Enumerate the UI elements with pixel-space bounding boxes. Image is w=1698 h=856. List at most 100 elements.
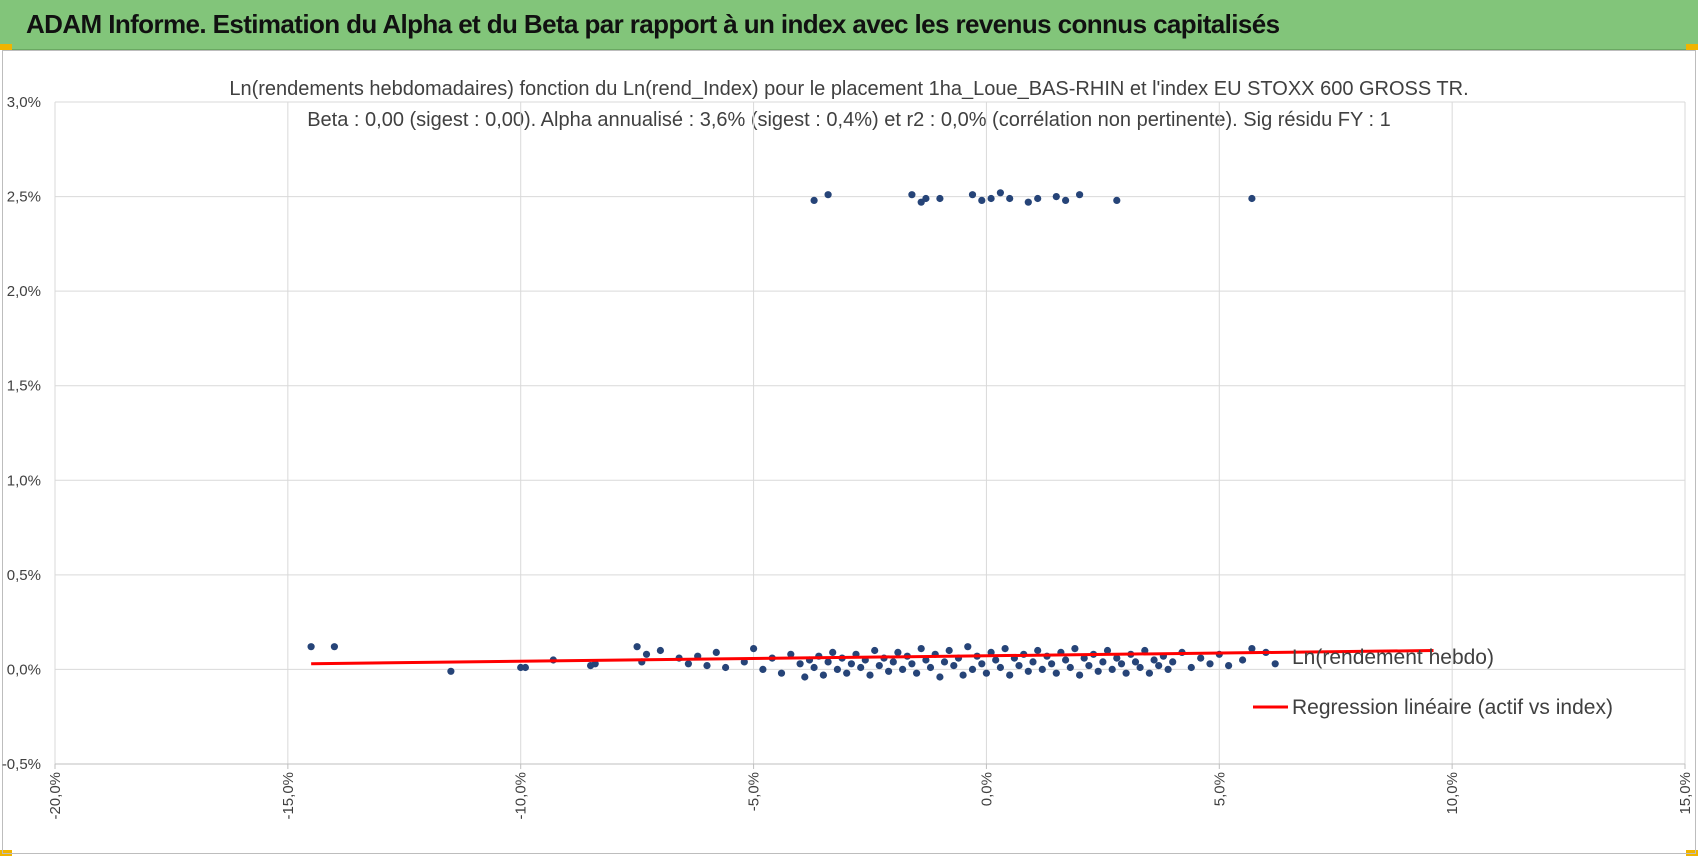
data-point xyxy=(722,663,730,672)
x-tick-label: 15,0% xyxy=(1677,772,1694,815)
data-point xyxy=(703,662,711,670)
data-point xyxy=(1006,671,1014,679)
data-point xyxy=(1034,646,1042,655)
legend-label-points: Ln(rendement hebdo) xyxy=(1292,646,1494,669)
data-point xyxy=(833,665,842,674)
data-point xyxy=(1024,667,1032,675)
data-point xyxy=(875,662,883,670)
x-tick-label: -15,0% xyxy=(280,772,297,820)
corner-marker xyxy=(0,44,12,50)
data-point xyxy=(796,660,804,668)
data-point xyxy=(917,645,925,653)
data-point xyxy=(1015,662,1023,670)
x-tick-label: 0,0% xyxy=(978,772,995,806)
data-point xyxy=(968,191,977,199)
x-tick-label: -5,0% xyxy=(746,772,763,811)
data-point xyxy=(987,194,995,203)
y-tick-label: 0,5% xyxy=(7,567,41,584)
data-point xyxy=(810,663,818,672)
data-point xyxy=(1108,665,1116,674)
data-point xyxy=(1062,656,1070,664)
data-point xyxy=(964,643,972,651)
data-point xyxy=(1113,654,1121,662)
y-tick-label: 1,0% xyxy=(7,472,41,489)
data-point xyxy=(908,191,916,199)
data-point xyxy=(684,660,693,668)
data-point xyxy=(307,643,315,651)
data-point xyxy=(1066,663,1074,672)
data-point xyxy=(1131,658,1140,666)
data-point xyxy=(959,671,967,679)
data-point xyxy=(447,667,455,675)
corner-marker xyxy=(1686,44,1698,50)
data-point xyxy=(330,643,338,651)
data-point xyxy=(1080,654,1088,662)
data-point xyxy=(940,658,949,666)
data-point xyxy=(750,645,758,653)
data-point xyxy=(899,665,907,674)
data-point xyxy=(801,673,809,681)
data-point xyxy=(829,648,837,657)
data-point xyxy=(922,656,930,664)
data-point xyxy=(996,189,1005,197)
data-point xyxy=(1117,660,1126,668)
data-point xyxy=(1113,196,1121,204)
report-banner: ADAM Informe. Estimation du Alpha et du … xyxy=(0,0,1698,50)
data-point xyxy=(1187,663,1195,672)
legend-label-regression: Regression linéaire (actif vs index) xyxy=(1292,696,1613,719)
chart-frame xyxy=(2,50,1696,854)
data-point xyxy=(1006,194,1014,203)
data-point xyxy=(787,650,795,658)
regression-line-group xyxy=(311,649,1434,666)
data-point xyxy=(824,658,832,666)
data-point xyxy=(936,673,944,681)
data-point xyxy=(824,191,832,199)
data-point xyxy=(759,665,767,674)
data-point xyxy=(712,648,720,657)
data-point xyxy=(843,669,851,677)
data-point xyxy=(1099,658,1107,666)
data-point xyxy=(1048,660,1056,668)
data-point xyxy=(810,196,818,204)
data-point xyxy=(777,669,786,677)
data-point xyxy=(987,648,995,657)
data-point xyxy=(889,658,897,666)
data-point xyxy=(968,665,977,674)
data-point xyxy=(996,663,1005,672)
data-point xyxy=(871,646,879,655)
data-point xyxy=(1076,191,1084,199)
data-point xyxy=(1145,669,1153,677)
data-point xyxy=(1169,658,1177,666)
data-point xyxy=(982,669,991,677)
y-tick-label: 2,0% xyxy=(7,283,41,300)
data-point xyxy=(1136,663,1144,672)
legend: Ln(rendement hebdo) Regression linéaire (… xyxy=(1253,646,1613,719)
data-point xyxy=(1052,669,1060,677)
x-tick-label: -20,0% xyxy=(47,772,64,820)
data-point xyxy=(656,646,665,655)
data-point xyxy=(1239,656,1247,664)
data-point xyxy=(633,643,641,651)
data-point xyxy=(819,671,828,679)
data-point xyxy=(1206,660,1214,668)
data-point xyxy=(521,663,530,672)
data-point xyxy=(885,667,893,675)
data-point xyxy=(922,194,930,203)
data-point xyxy=(926,663,935,672)
regression-line xyxy=(311,649,1434,666)
data-point xyxy=(1001,645,1009,653)
y-tick-label: 2,5% xyxy=(7,189,41,206)
data-point xyxy=(1271,660,1279,668)
data-point xyxy=(1150,656,1158,664)
data-point xyxy=(1029,658,1037,666)
data-point xyxy=(992,656,1000,664)
data-point xyxy=(1052,193,1060,201)
data-point xyxy=(1038,665,1046,674)
data-point xyxy=(847,660,856,668)
data-point xyxy=(1076,671,1084,679)
data-point xyxy=(1225,662,1233,670)
data-point xyxy=(945,646,953,655)
data-point xyxy=(866,671,874,679)
data-points xyxy=(307,189,1279,681)
